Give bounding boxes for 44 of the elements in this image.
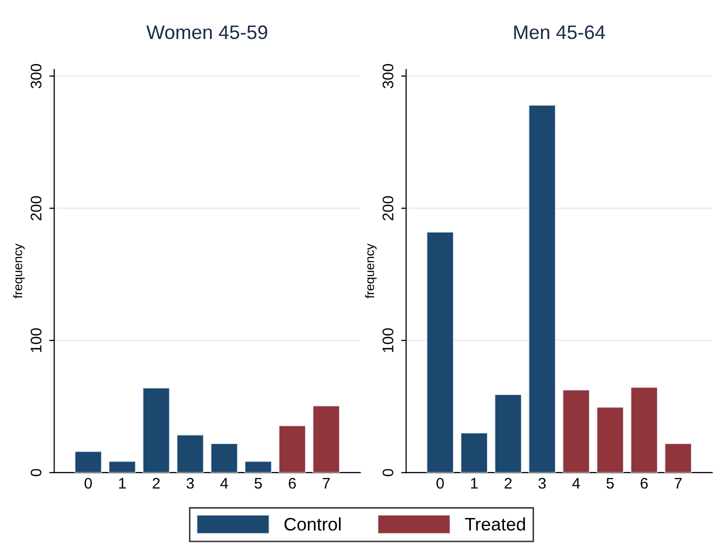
chart-title: Men 45-64	[514, 25, 606, 40]
y-axis-title: frequency	[13, 244, 25, 298]
bar	[176, 434, 204, 473]
bar	[74, 451, 102, 473]
y-axis-title: frequency	[364, 244, 377, 298]
x-tick-label: 1	[471, 478, 478, 489]
y-tick-label: 200	[382, 196, 394, 220]
y-tick-label: 300	[382, 64, 394, 88]
bar	[312, 405, 340, 473]
x-tick-label: 4	[220, 478, 228, 489]
x-tick-label: 7	[322, 478, 330, 489]
x-tick-label: 6	[640, 478, 648, 489]
y-tick-label: 100	[30, 328, 42, 352]
x-tick-label: 2	[152, 478, 160, 489]
y-tick-label: 200	[30, 196, 42, 220]
x-tick-label: 6	[288, 478, 296, 489]
x-tick-label: 4	[572, 478, 580, 489]
y-tick-label: 0	[382, 468, 394, 476]
x-tick-label: 0	[84, 478, 92, 489]
bar	[108, 460, 136, 473]
legend-label: Treated	[464, 517, 525, 531]
x-tick-label: 5	[606, 478, 614, 489]
bar	[460, 432, 488, 473]
x-tick-label: 2	[504, 478, 512, 489]
bar	[494, 394, 522, 473]
chart-title: Women 45-59	[146, 25, 268, 40]
bar	[630, 386, 658, 473]
y-tick-label: 100	[382, 328, 394, 352]
x-tick-label: 0	[436, 478, 444, 489]
x-tick-label: 3	[538, 478, 546, 489]
x-tick-label: 3	[186, 478, 194, 489]
y-tick-label: 300	[30, 64, 42, 88]
bar	[142, 388, 170, 473]
bar	[244, 460, 272, 473]
bar	[562, 390, 590, 473]
x-tick-label: 7	[674, 478, 682, 489]
bar	[278, 425, 306, 473]
x-tick-label: 5	[254, 478, 262, 489]
legend-label: Control	[284, 517, 341, 531]
bar	[596, 406, 624, 473]
y-tick-label: 0	[30, 468, 42, 476]
bar	[664, 443, 692, 473]
x-tick-label: 1	[119, 478, 126, 489]
bar	[210, 443, 238, 473]
